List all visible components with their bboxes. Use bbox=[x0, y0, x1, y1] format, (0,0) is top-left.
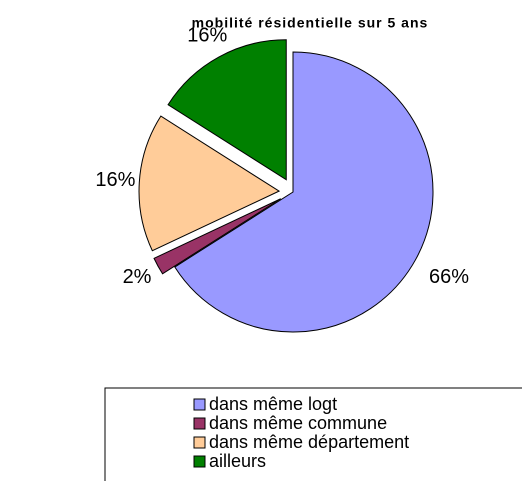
legend-label: dans même commune bbox=[209, 413, 387, 433]
legend-label: dans même logt bbox=[209, 394, 337, 414]
data-label: 16% bbox=[95, 169, 135, 191]
legend-label: dans même département bbox=[209, 432, 409, 452]
chart-title: mobilité résidentielle sur 5 ans bbox=[192, 15, 429, 31]
legend-swatch bbox=[193, 417, 206, 430]
legend-label: ailleurs bbox=[209, 451, 266, 471]
legend-swatch bbox=[193, 436, 206, 449]
legend-box bbox=[104, 387, 522, 481]
data-label: 16% bbox=[187, 24, 227, 46]
legend-swatch bbox=[193, 398, 206, 411]
legend-swatch bbox=[193, 455, 206, 468]
pie-slice bbox=[167, 39, 287, 181]
pie-slice bbox=[153, 198, 281, 275]
data-label: 66% bbox=[429, 266, 469, 288]
pie-slice bbox=[138, 115, 281, 252]
pie-slice bbox=[174, 51, 434, 333]
data-label: 2% bbox=[123, 266, 152, 288]
